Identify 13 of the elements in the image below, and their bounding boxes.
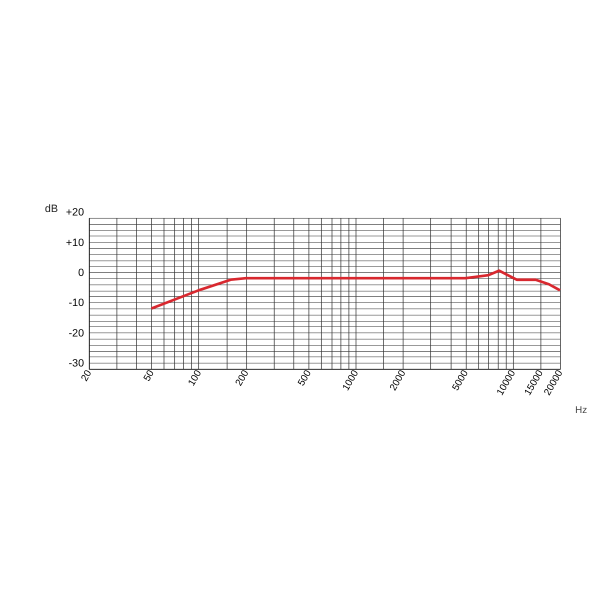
- x-tick-label: 200: [234, 368, 252, 388]
- x-tick-label: 50: [142, 368, 158, 384]
- y-tick-label: +20: [66, 206, 84, 219]
- x-tick-label: 500: [296, 368, 314, 388]
- x-axis-title: Hz: [575, 404, 588, 416]
- y-axis-title: dB: [44, 203, 58, 215]
- y-tick-label: -10: [68, 297, 84, 310]
- x-tick-label: 20: [79, 368, 95, 384]
- y-tick-label: +10: [66, 236, 84, 249]
- x-tick-label: 100: [186, 368, 204, 388]
- y-tick-label: 0: [78, 267, 84, 279]
- y-tick-label: -30: [68, 358, 84, 370]
- y-tick-label: -20: [68, 327, 84, 340]
